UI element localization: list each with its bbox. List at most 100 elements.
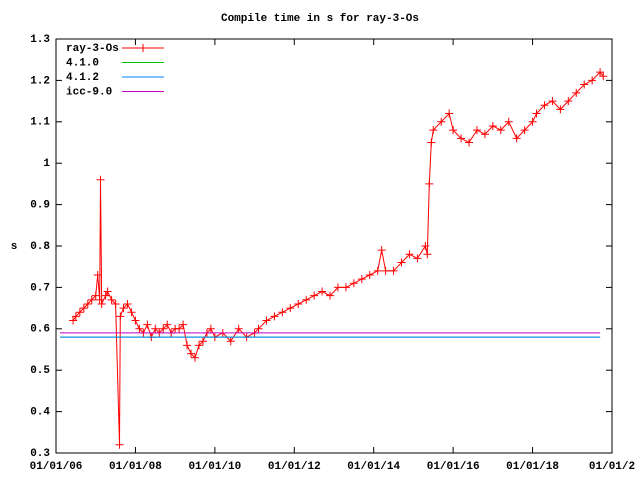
point-marker xyxy=(427,138,436,147)
point-marker xyxy=(381,266,390,275)
point-marker xyxy=(349,279,358,288)
point-marker xyxy=(91,291,100,300)
point-marker xyxy=(131,316,140,325)
y-tick-label: 0.7 xyxy=(30,282,50,294)
point-marker xyxy=(198,337,207,346)
point-marker xyxy=(564,97,573,106)
point-marker xyxy=(135,324,144,333)
point-marker xyxy=(556,105,565,114)
point-marker xyxy=(179,320,188,329)
point-marker xyxy=(111,299,120,308)
point-marker xyxy=(151,324,160,333)
point-marker xyxy=(302,295,311,304)
y-tick-label: 0.6 xyxy=(30,324,50,336)
point-marker xyxy=(115,440,124,449)
point-marker xyxy=(588,76,597,85)
series-line xyxy=(72,71,604,445)
y-axis-label: s xyxy=(11,241,18,253)
point-marker xyxy=(119,304,128,313)
x-tick-label: 01/01/06 xyxy=(30,461,83,473)
point-marker xyxy=(445,109,454,118)
point-marker xyxy=(480,130,489,139)
point-marker xyxy=(548,97,557,106)
point-marker xyxy=(278,308,287,317)
y-tick-label: 0.5 xyxy=(30,365,50,377)
point-marker xyxy=(437,117,446,126)
point-marker xyxy=(234,324,243,333)
point-marker xyxy=(423,250,432,259)
point-marker xyxy=(97,299,106,308)
point-marker xyxy=(405,250,414,259)
y-tick-label: 1 xyxy=(43,158,50,170)
legend-label: icc-9.0 xyxy=(66,86,112,98)
y-tick-label: 1.3 xyxy=(30,34,50,46)
point-marker xyxy=(357,275,366,284)
point-marker xyxy=(425,179,434,188)
x-tick-label: 01/01/2 xyxy=(589,461,635,473)
point-marker xyxy=(488,121,497,130)
point-marker xyxy=(123,299,132,308)
point-marker xyxy=(226,337,235,346)
point-marker xyxy=(87,295,96,304)
point-marker xyxy=(572,88,581,97)
point-marker xyxy=(413,254,422,263)
point-marker xyxy=(318,287,327,296)
point-marker xyxy=(95,295,104,304)
point-marker xyxy=(286,304,295,313)
legend-marker xyxy=(139,44,147,52)
point-marker xyxy=(449,126,458,135)
point-marker xyxy=(143,320,152,329)
y-tick-label: 0.9 xyxy=(30,200,50,212)
point-marker xyxy=(310,291,319,300)
x-tick-label: 01/01/16 xyxy=(427,461,480,473)
point-marker xyxy=(520,126,529,135)
point-marker xyxy=(206,324,215,333)
point-marker xyxy=(389,266,398,275)
point-marker xyxy=(326,291,335,300)
point-marker xyxy=(465,138,474,147)
x-tick-label: 01/01/14 xyxy=(347,461,400,473)
y-tick-label: 0.3 xyxy=(30,448,50,460)
point-marker xyxy=(365,270,374,279)
legend-label: ray-3-Os xyxy=(66,43,119,55)
point-marker xyxy=(187,349,196,358)
point-marker xyxy=(457,134,466,143)
point-marker xyxy=(254,324,263,333)
point-marker xyxy=(96,175,105,184)
legend-label: 4.1.0 xyxy=(66,57,99,69)
point-marker xyxy=(377,246,386,255)
point-marker xyxy=(159,324,168,333)
point-marker xyxy=(175,324,184,333)
point-marker xyxy=(341,283,350,292)
point-marker xyxy=(163,320,172,329)
point-marker xyxy=(580,80,589,89)
point-marker xyxy=(93,270,102,279)
y-tick-label: 1.2 xyxy=(30,75,50,87)
point-marker xyxy=(596,68,605,77)
point-marker xyxy=(472,126,481,135)
y-tick-label: 0.8 xyxy=(30,241,50,253)
y-tick-label: 1.1 xyxy=(30,117,50,129)
point-marker xyxy=(127,308,136,317)
point-marker xyxy=(116,312,125,321)
point-marker xyxy=(397,258,406,267)
point-marker xyxy=(71,312,80,321)
point-marker xyxy=(429,126,438,135)
plot-frame xyxy=(55,38,613,454)
point-marker xyxy=(270,312,279,321)
point-marker xyxy=(373,266,382,275)
point-marker xyxy=(599,72,608,81)
point-marker xyxy=(512,134,521,143)
point-marker xyxy=(191,353,199,362)
point-marker xyxy=(528,117,537,126)
point-marker xyxy=(79,304,88,313)
x-tick-label: 01/01/10 xyxy=(188,461,241,473)
x-tick-label: 01/01/08 xyxy=(109,461,162,473)
x-tick-label: 01/01/12 xyxy=(268,461,321,473)
point-marker xyxy=(496,126,505,135)
point-marker xyxy=(101,291,110,300)
y-tick-label: 0.4 xyxy=(30,407,50,419)
point-marker xyxy=(333,283,342,292)
point-marker xyxy=(421,242,430,250)
